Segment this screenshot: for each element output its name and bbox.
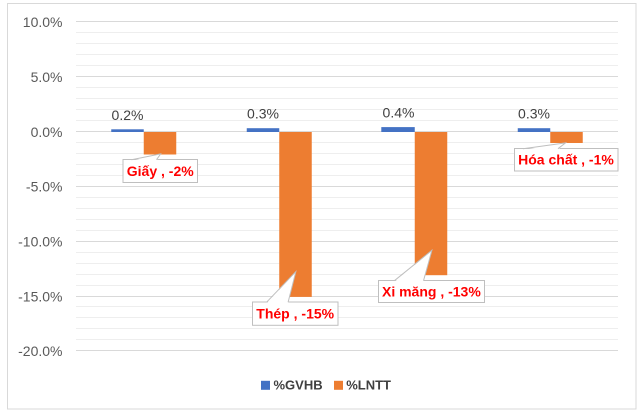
svg-text:5.0%: 5.0%: [31, 69, 63, 85]
svg-text:0.3%: 0.3%: [247, 106, 279, 122]
svg-text:10.0%: 10.0%: [23, 14, 63, 30]
svg-text:0.3%: 0.3%: [518, 106, 550, 122]
svg-text:0.4%: 0.4%: [383, 105, 415, 121]
svg-text:-5.0%: -5.0%: [26, 179, 63, 195]
svg-text:Thép , -15%: Thép , -15%: [256, 306, 334, 322]
svg-text:0.2%: 0.2%: [112, 107, 144, 123]
svg-text:Hóa chất , -1%: Hóa chất , -1%: [518, 152, 614, 168]
svg-text:%LNTT: %LNTT: [346, 378, 391, 393]
svg-text:0.0%: 0.0%: [31, 124, 63, 140]
svg-text:-15.0%: -15.0%: [18, 288, 62, 304]
svg-text:-20.0%: -20.0%: [18, 343, 62, 359]
svg-text:-10.0%: -10.0%: [18, 234, 62, 250]
svg-text:Giấy , -2%: Giấy , -2%: [127, 163, 194, 179]
svg-text:Xi măng , -13%: Xi măng , -13%: [382, 284, 481, 300]
svg-text:%GVHB: %GVHB: [274, 378, 323, 393]
